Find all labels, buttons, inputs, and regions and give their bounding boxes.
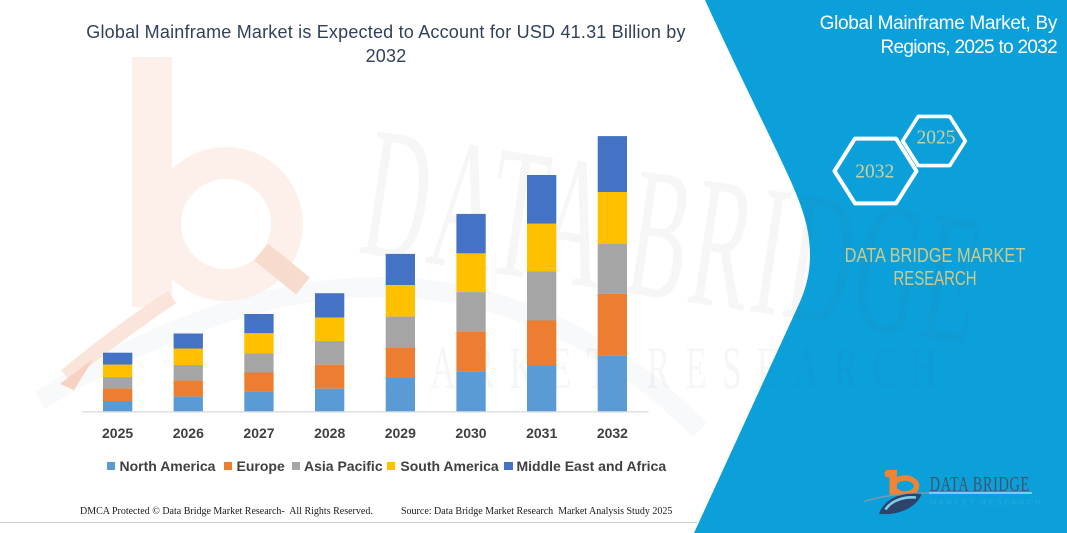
svg-text:2025: 2025 (917, 128, 956, 149)
svg-text:2032: 2032 (855, 162, 894, 183)
svg-text:MARKET RESEARCH: MARKET RESEARCH (930, 498, 1043, 507)
svg-text:DATA BRIDGE: DATA BRIDGE (930, 472, 1030, 495)
